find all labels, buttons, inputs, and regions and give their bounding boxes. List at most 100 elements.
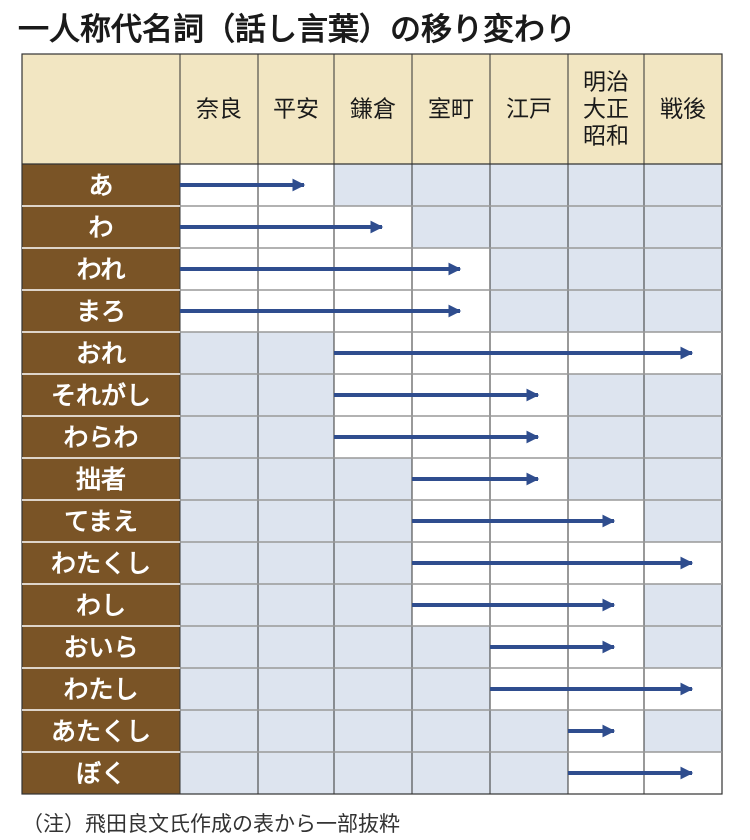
pronoun-label: おれ <box>76 339 126 368</box>
period-cell <box>334 752 412 794</box>
period-cell <box>568 416 644 458</box>
period-cell <box>180 332 258 374</box>
period-cell <box>644 416 722 458</box>
period-cell <box>258 458 334 500</box>
pronoun-cell <box>22 248 180 290</box>
pronoun-cell <box>22 752 180 794</box>
period-cell <box>644 248 722 290</box>
period-cell <box>180 710 258 752</box>
period-cell <box>412 206 490 248</box>
period-label: 大正 <box>583 97 629 123</box>
period-cell <box>180 626 258 668</box>
period-cell <box>334 542 412 584</box>
pronoun-cell <box>22 332 180 374</box>
period-cell <box>258 626 334 668</box>
period-cell <box>334 626 412 668</box>
period-cell <box>568 458 644 500</box>
pronoun-label: ぼく <box>76 759 126 788</box>
period-cell <box>180 584 258 626</box>
period-cell <box>412 164 490 206</box>
period-cell <box>258 752 334 794</box>
pronoun-cell <box>22 584 180 626</box>
period-cell <box>258 584 334 626</box>
pronoun-label: 拙者 <box>76 465 126 494</box>
period-cell <box>644 164 722 206</box>
pronoun-label: わらわ <box>63 423 138 452</box>
pronoun-label: それがし <box>51 381 151 410</box>
period-label: 江戸 <box>506 97 552 123</box>
period-cell <box>644 290 722 332</box>
period-cell <box>334 668 412 710</box>
period-cell <box>334 164 412 206</box>
pronoun-cell <box>22 206 180 248</box>
period-cell <box>644 500 722 542</box>
period-cell <box>258 542 334 584</box>
period-cell <box>258 710 334 752</box>
pronoun-label: われ <box>77 255 126 284</box>
pronoun-cell <box>22 290 180 332</box>
source-note: （注）飛田良文氏作成の表から一部抜粋 <box>22 812 400 836</box>
pronoun-label: あたくし <box>51 717 151 746</box>
period-cell <box>334 458 412 500</box>
period-cell <box>644 710 722 752</box>
period-cell <box>568 248 644 290</box>
period-cell <box>644 626 722 668</box>
pronoun-cell <box>22 416 180 458</box>
pronoun-cell <box>22 710 180 752</box>
period-cell <box>180 668 258 710</box>
period-cell <box>258 416 334 458</box>
pronoun-cell <box>22 668 180 710</box>
pronoun-label: てまえ <box>64 507 138 536</box>
period-cell <box>568 206 644 248</box>
pronoun-cell <box>22 458 180 500</box>
period-cell <box>644 374 722 416</box>
pronoun-cell <box>22 626 180 668</box>
page-title: 一人称代名詞（話し言葉）の移り変わり <box>18 12 576 48</box>
period-cell <box>258 332 334 374</box>
period-label: 昭和 <box>583 124 629 150</box>
pronoun-label: わたし <box>63 675 138 704</box>
period-label: 平安 <box>273 97 319 123</box>
pronoun-cell <box>22 500 180 542</box>
period-cell <box>258 668 334 710</box>
period-label: 室町 <box>428 97 474 123</box>
period-label: 奈良 <box>196 97 242 123</box>
pronoun-label: おいら <box>63 633 138 662</box>
period-cell <box>412 752 490 794</box>
period-cell <box>180 416 258 458</box>
table-border <box>21 53 723 795</box>
period-cell <box>180 374 258 416</box>
period-cell <box>490 248 568 290</box>
pronoun-label: あ <box>88 171 113 200</box>
period-cell <box>490 752 568 794</box>
pronoun-label: まろ <box>76 297 126 326</box>
period-cell <box>180 752 258 794</box>
period-cell <box>258 374 334 416</box>
period-cell <box>568 374 644 416</box>
period-cell <box>412 668 490 710</box>
period-cell <box>490 206 568 248</box>
pronoun-cell <box>22 542 180 584</box>
pronoun-label: わたくし <box>51 549 151 578</box>
period-cell <box>334 584 412 626</box>
period-cell <box>644 458 722 500</box>
header-background <box>22 54 722 164</box>
period-label: 明治 <box>583 70 629 96</box>
pronoun-cell <box>22 374 180 416</box>
period-cell <box>568 290 644 332</box>
period-cell <box>334 500 412 542</box>
period-cell <box>412 710 490 752</box>
period-cell <box>180 458 258 500</box>
period-cell <box>334 710 412 752</box>
period-cell <box>644 584 722 626</box>
period-cell <box>490 710 568 752</box>
period-cell <box>412 626 490 668</box>
period-label: 鎌倉 <box>350 97 396 123</box>
period-cell <box>568 164 644 206</box>
period-cell <box>490 164 568 206</box>
period-cell <box>258 500 334 542</box>
pronoun-label: わし <box>76 591 126 620</box>
period-cell <box>644 206 722 248</box>
pronoun-label: わ <box>88 213 113 242</box>
